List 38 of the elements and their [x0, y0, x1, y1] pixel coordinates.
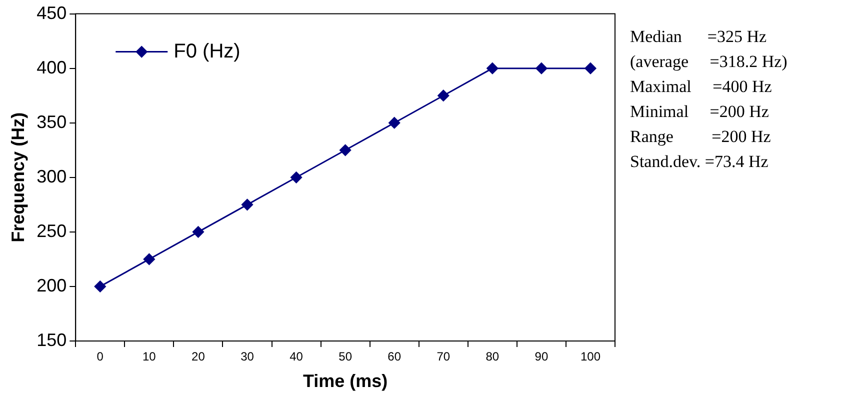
- x-tick-label: 30: [240, 350, 254, 364]
- y-axis-title: Frequency (Hz): [8, 112, 28, 242]
- y-tick-label: 150: [36, 330, 67, 350]
- x-tick-label: 0: [96, 350, 104, 364]
- x-tick-label: 60: [388, 350, 402, 364]
- text: (average =318.2 Hz): [630, 51, 788, 73]
- y-tick-label: 250: [36, 220, 67, 241]
- y-tick-label: 450: [36, 2, 67, 23]
- point: [584, 62, 596, 74]
- text: Stand.dev. =73.4 Hz: [630, 151, 770, 173]
- y-tick-label: 350: [36, 112, 67, 132]
- legend-label: F0 (Hz): [174, 40, 240, 62]
- point: [536, 62, 548, 74]
- x-tick-label: 50: [338, 350, 352, 364]
- text: Range =200 Hz: [630, 126, 772, 148]
- x-tick-label: 20: [192, 350, 206, 364]
- point: [94, 280, 106, 292]
- point: [340, 144, 352, 156]
- point: [192, 226, 204, 238]
- y-tick-label: 300: [36, 166, 67, 186]
- point: [438, 90, 450, 102]
- point: [143, 253, 155, 265]
- x-tick-label: 90: [534, 350, 548, 364]
- point: [242, 198, 253, 210]
- y-tick-label: 200: [36, 275, 67, 296]
- point: [486, 62, 498, 74]
- x-tick-label: 70: [436, 350, 450, 364]
- text: Minimal =200 Hz: [630, 101, 770, 123]
- text: Median =325 Hz: [630, 26, 768, 48]
- x-tick-label: 80: [486, 350, 500, 364]
- x-tick-label: 10: [142, 350, 156, 364]
- x-axis-title: Time (ms): [302, 371, 388, 392]
- x-tick-label: 40: [290, 350, 304, 364]
- y-tick-label: 400: [36, 57, 67, 78]
- point: [388, 117, 400, 129]
- x-tick-label: 100: [580, 350, 601, 364]
- point: [290, 172, 302, 184]
- text: Maximal =400 Hz: [630, 76, 773, 98]
